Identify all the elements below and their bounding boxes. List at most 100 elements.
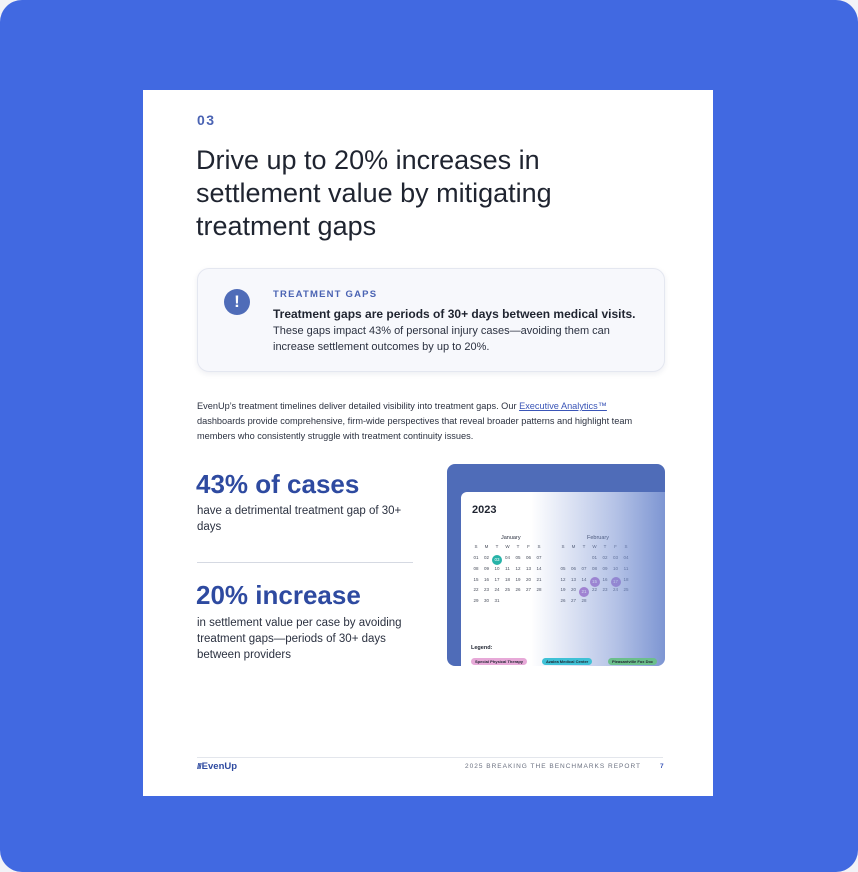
month-name-february: February	[587, 535, 610, 541]
calendar-day[interactable]: 09	[602, 565, 608, 571]
calendar-day[interactable]: 16	[483, 576, 489, 582]
calendar-day[interactable]: 24	[494, 587, 500, 593]
intro-text-start: EvenUp’s treatment timelines deliver det…	[197, 401, 520, 411]
calendar-day[interactable]: 02	[483, 555, 489, 560]
calendar-day[interactable]: 03	[612, 555, 618, 560]
calendar-day[interactable]: 08	[591, 565, 597, 571]
calendar-day[interactable]: 23	[483, 587, 489, 593]
calendar-day[interactable]: 16	[602, 576, 608, 582]
calendar-day[interactable]: 18	[623, 576, 629, 582]
stat-increase-description: in settlement value per case by avoiding…	[197, 617, 402, 661]
logo-text: EvenUp	[201, 761, 238, 772]
logo-mark-icon: ///	[197, 762, 202, 771]
weekday-label: S	[561, 544, 565, 549]
calendar-day[interactable]: 22	[473, 587, 479, 593]
calendar-day[interactable]: 01	[473, 555, 479, 560]
exclamation-icon: !	[224, 289, 250, 315]
weekday-label: F	[614, 544, 617, 549]
calendar-panel: 2023 January February S M T W T F S 01 02 03 04 05 0…	[461, 492, 665, 666]
calendar-day[interactable]: 05	[560, 565, 566, 571]
calendar-day[interactable]: 17	[610, 576, 621, 587]
calendar-day[interactable]: 10	[612, 565, 618, 571]
calendar-day[interactable]: 04	[623, 555, 629, 560]
calendar-day[interactable]: 27	[570, 598, 576, 604]
calendar-day[interactable]: 06	[525, 555, 531, 560]
calendar-day[interactable]: 14	[581, 576, 587, 582]
weekday-label: M	[571, 544, 576, 549]
evenup-logo: ///EvenUp	[197, 761, 237, 772]
calendar-day[interactable]: 07	[536, 555, 542, 560]
calendar-day[interactable]: 13	[525, 565, 531, 571]
calendar-day[interactable]: 06	[570, 565, 576, 571]
calendar-day[interactable]: 08	[473, 565, 479, 571]
footer-divider	[197, 757, 663, 758]
calendar-day[interactable]: 23	[602, 587, 608, 593]
legend-item: Pleasantville Fox Doc	[608, 658, 658, 665]
legend-item: Special Physical Therapy	[471, 658, 528, 665]
calendar-day[interactable]: 28	[536, 587, 542, 593]
calendar-day[interactable]: 24	[612, 587, 618, 593]
stat-increase-value: 20% increase	[196, 580, 361, 610]
month-name-january: January	[501, 535, 521, 541]
calendar-day[interactable]: 20	[525, 576, 531, 582]
weekday-label: S	[474, 544, 478, 549]
page-number: 7	[660, 763, 664, 770]
calendar-day[interactable]: 31	[494, 598, 500, 604]
calendar-day[interactable]: 21	[579, 587, 589, 598]
treatment-gaps-callout: ! TREATMENT GAPS Treatment gaps are peri…	[197, 268, 665, 372]
calendar-day[interactable]: 11	[623, 565, 629, 571]
stat-cases-value: 43% of cases	[196, 469, 360, 499]
executive-analytics-link[interactable]: Executive Analytics™	[519, 401, 607, 411]
page-title: Drive up to 20% increases in settlement …	[196, 145, 552, 241]
calendar-day[interactable]: 19	[560, 587, 566, 593]
calendar-day[interactable]: 29	[473, 598, 479, 604]
stat-cases-description: have a detrimental treatment gap of 30+ …	[197, 505, 402, 533]
calendar-day[interactable]: 21	[536, 576, 542, 582]
calendar-day[interactable]: 05	[515, 555, 521, 560]
callout-body: These gaps impact 43% of personal injury…	[273, 325, 610, 353]
calendar-day[interactable]: 13	[570, 576, 576, 582]
calendar-card: 2023 January February S M T W T F S 01 02 03 04 05 0…	[447, 464, 665, 666]
calendar-day[interactable]: 03	[492, 555, 502, 565]
calendar-day[interactable]: 30	[483, 598, 489, 604]
calendar-day[interactable]: 15	[589, 576, 600, 587]
calendar-year: 2023	[472, 504, 497, 516]
document-page: 03 Drive up to 20% increases in settleme…	[143, 90, 713, 796]
weekday-label: T	[582, 544, 586, 549]
calendar-day[interactable]: 04	[504, 555, 510, 560]
stat-divider	[197, 562, 413, 563]
weekday-label: M	[484, 544, 489, 549]
weekday-label: S	[624, 544, 628, 549]
calendar-day[interactable]: 10	[494, 565, 500, 571]
calendar-day[interactable]: 12	[515, 565, 521, 571]
intro-text-end: dashboards provide comprehensive, firm-w…	[197, 416, 633, 441]
weekday-label: W	[505, 544, 510, 549]
legend-label: Legend:	[471, 645, 493, 651]
footer-report-title: 2025 BREAKING THE BENCHMARKS REPORT	[465, 763, 641, 770]
calendar-day[interactable]: 28	[581, 598, 587, 604]
calendar-day[interactable]: 07	[581, 565, 587, 571]
calendar-day[interactable]: 09	[483, 565, 489, 571]
calendar-day[interactable]: 20	[570, 587, 576, 593]
section-number: 03	[197, 112, 216, 128]
calendar-day[interactable]: 19	[515, 576, 521, 582]
callout-label: TREATMENT GAPS	[273, 289, 378, 300]
weekday-label: S	[537, 544, 541, 549]
calendar-day[interactable]: 27	[525, 587, 531, 593]
calendar-day[interactable]: 25	[504, 587, 510, 593]
weekday-label: W	[592, 544, 597, 549]
calendar-day[interactable]: 18	[504, 576, 510, 582]
calendar-day[interactable]: 17	[494, 576, 500, 582]
calendar-day[interactable]: 15	[473, 576, 479, 582]
calendar-day[interactable]: 22	[591, 587, 597, 593]
calendar-day[interactable]: 14	[536, 565, 542, 571]
calendar-day[interactable]: 26	[515, 587, 521, 593]
calendar-day[interactable]: 25	[623, 587, 629, 593]
calendar-day[interactable]: 11	[505, 565, 510, 571]
calendar-day[interactable]: 12	[560, 576, 566, 582]
callout-headline: Treatment gaps are periods of 30+ days b…	[273, 307, 636, 321]
calendar-day[interactable]: 01	[591, 555, 597, 560]
calendar-day[interactable]: 02	[602, 555, 608, 560]
calendar-day[interactable]: 26	[560, 598, 566, 604]
